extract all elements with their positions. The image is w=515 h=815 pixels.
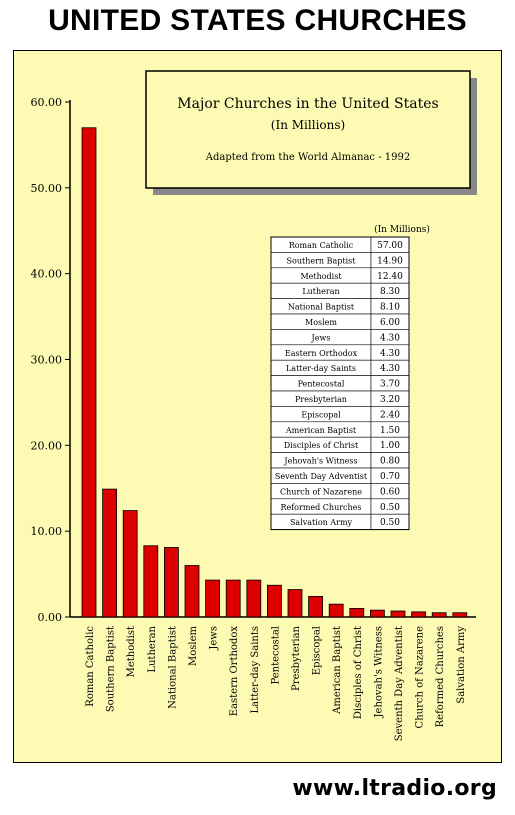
y-tick-label: 20.00 bbox=[31, 439, 63, 452]
table-value-label: 8.30 bbox=[380, 287, 400, 297]
bars-group bbox=[81, 127, 468, 618]
y-tick-label: 0.00 bbox=[38, 611, 63, 624]
chart-subtitle: (In Millions) bbox=[271, 118, 345, 132]
bar bbox=[143, 545, 159, 618]
x-tick-label: Church of Nazarene bbox=[415, 626, 426, 729]
table-name-label: Jehovah's Witness bbox=[283, 457, 357, 466]
x-tick-label: Seventh Day Adventist bbox=[394, 626, 405, 741]
bar bbox=[328, 603, 344, 618]
table-name-label: Episcopal bbox=[301, 410, 341, 419]
table-value-label: 1.00 bbox=[380, 441, 400, 451]
x-tick-label: Disciples of Christ bbox=[353, 626, 364, 719]
table-value-label: 4.30 bbox=[380, 364, 400, 374]
x-tick-label: Presbyterian bbox=[291, 625, 302, 690]
x-tick-label: Methodist bbox=[126, 626, 137, 677]
chart-title: Major Churches in the United States bbox=[177, 96, 438, 112]
table-name-label: Salvation Army bbox=[290, 518, 353, 527]
x-tick-label: Roman Catholic bbox=[85, 626, 96, 707]
footer-url: www.ltradio.org bbox=[292, 776, 497, 801]
table-name-label: Roman Catholic bbox=[289, 241, 354, 250]
banner-title: UNITED STATES CHURCHES bbox=[48, 4, 467, 37]
table-value-label: 4.30 bbox=[380, 333, 400, 343]
y-tick-label: 10.00 bbox=[31, 525, 63, 538]
y-tick-label: 30.00 bbox=[31, 354, 63, 367]
bar bbox=[308, 596, 324, 618]
table-value-label: 3.70 bbox=[380, 380, 400, 390]
table-value-label: 4.30 bbox=[380, 349, 400, 359]
table-name-label: Moslem bbox=[305, 318, 337, 327]
bar bbox=[390, 610, 406, 618]
table-value-label: 0.50 bbox=[380, 518, 400, 528]
table-name-label: Southern Baptist bbox=[287, 256, 357, 265]
bar bbox=[431, 612, 447, 618]
x-tick-label: Eastern Orthodox bbox=[229, 626, 240, 717]
table-name-label: Jews bbox=[311, 333, 331, 342]
bar bbox=[287, 589, 303, 618]
table-value-label: 57.00 bbox=[377, 241, 403, 251]
table-value-label: 0.80 bbox=[380, 457, 400, 467]
table-value-label: 0.60 bbox=[380, 487, 400, 497]
x-tick-labels: Roman Catholic Southern Baptist Methodist L… bbox=[85, 625, 467, 741]
table-name-label: Latter-day Saints bbox=[286, 364, 356, 373]
table-value-label: 6.00 bbox=[380, 318, 400, 328]
table-name-label: National Baptist bbox=[288, 303, 355, 312]
y-tick-label: 40.00 bbox=[31, 268, 63, 281]
bar bbox=[266, 584, 282, 618]
x-tick-label: Southern Baptist bbox=[106, 626, 117, 712]
table-value-label: 1.50 bbox=[380, 426, 400, 436]
bar bbox=[369, 609, 385, 618]
table-border bbox=[270, 236, 410, 531]
table-value-label: 12.40 bbox=[377, 272, 403, 282]
table-value-label: 0.50 bbox=[380, 503, 400, 513]
table-name-label: Seventh Day Adventist bbox=[275, 472, 368, 481]
chart-source: Adapted from the World Almanac - 1992 bbox=[205, 152, 410, 163]
bar bbox=[81, 127, 97, 618]
value-table: (In Millions) Roman Catholic 57.00 Souther… bbox=[270, 224, 430, 531]
x-tick-label: Salvation Army bbox=[456, 626, 467, 704]
table-name-label: American Baptist bbox=[285, 426, 357, 435]
x-tick-label: Lutheran bbox=[147, 625, 158, 672]
table-name-label: Lutheran bbox=[302, 287, 339, 296]
x-tick-label: American Baptist bbox=[332, 626, 343, 715]
x-tick-label: Moslem bbox=[188, 625, 199, 666]
bar bbox=[411, 611, 427, 618]
x-tick-label: Reformed Churches bbox=[435, 626, 446, 727]
bar bbox=[349, 608, 365, 618]
table-name-label: Methodist bbox=[300, 272, 342, 281]
bar bbox=[102, 488, 117, 618]
table-value-label: 14.90 bbox=[377, 256, 403, 266]
x-tick-label: Latter-day Saints bbox=[250, 626, 261, 714]
x-tick-label: Jews bbox=[209, 626, 220, 651]
y-tick-label: 60.00 bbox=[31, 96, 63, 109]
table-name-label: Presbyterian bbox=[295, 395, 347, 404]
y-tick-label: 50.00 bbox=[31, 182, 63, 195]
x-tick-label: Pentecostal bbox=[270, 626, 281, 685]
table-name-label: Eastern Orthodox bbox=[285, 349, 358, 358]
x-tick-label: Jehovah's Witness bbox=[373, 626, 384, 718]
bar bbox=[205, 579, 221, 618]
table-header: (In Millions) bbox=[374, 224, 430, 235]
bar bbox=[122, 510, 138, 618]
table-name-label: Church of Nazarene bbox=[280, 487, 362, 496]
table-value-label: 0.70 bbox=[380, 472, 400, 482]
bar bbox=[246, 579, 262, 618]
table-value-label: 8.10 bbox=[380, 303, 400, 313]
table-name-label: Pentecostal bbox=[298, 380, 345, 389]
bar bbox=[452, 612, 468, 618]
table-value-label: 3.20 bbox=[380, 395, 400, 405]
table-value-label: 2.40 bbox=[380, 410, 400, 420]
title-box bbox=[145, 70, 471, 189]
bar bbox=[225, 579, 241, 618]
x-tick-label: Episcopal bbox=[312, 626, 323, 675]
bar bbox=[184, 565, 200, 618]
x-tick-label: National Baptist bbox=[167, 626, 178, 709]
bar bbox=[163, 547, 179, 618]
table-name-label: Reformed Churches bbox=[280, 503, 361, 512]
table-name-label: Disciples of Christ bbox=[284, 441, 359, 450]
